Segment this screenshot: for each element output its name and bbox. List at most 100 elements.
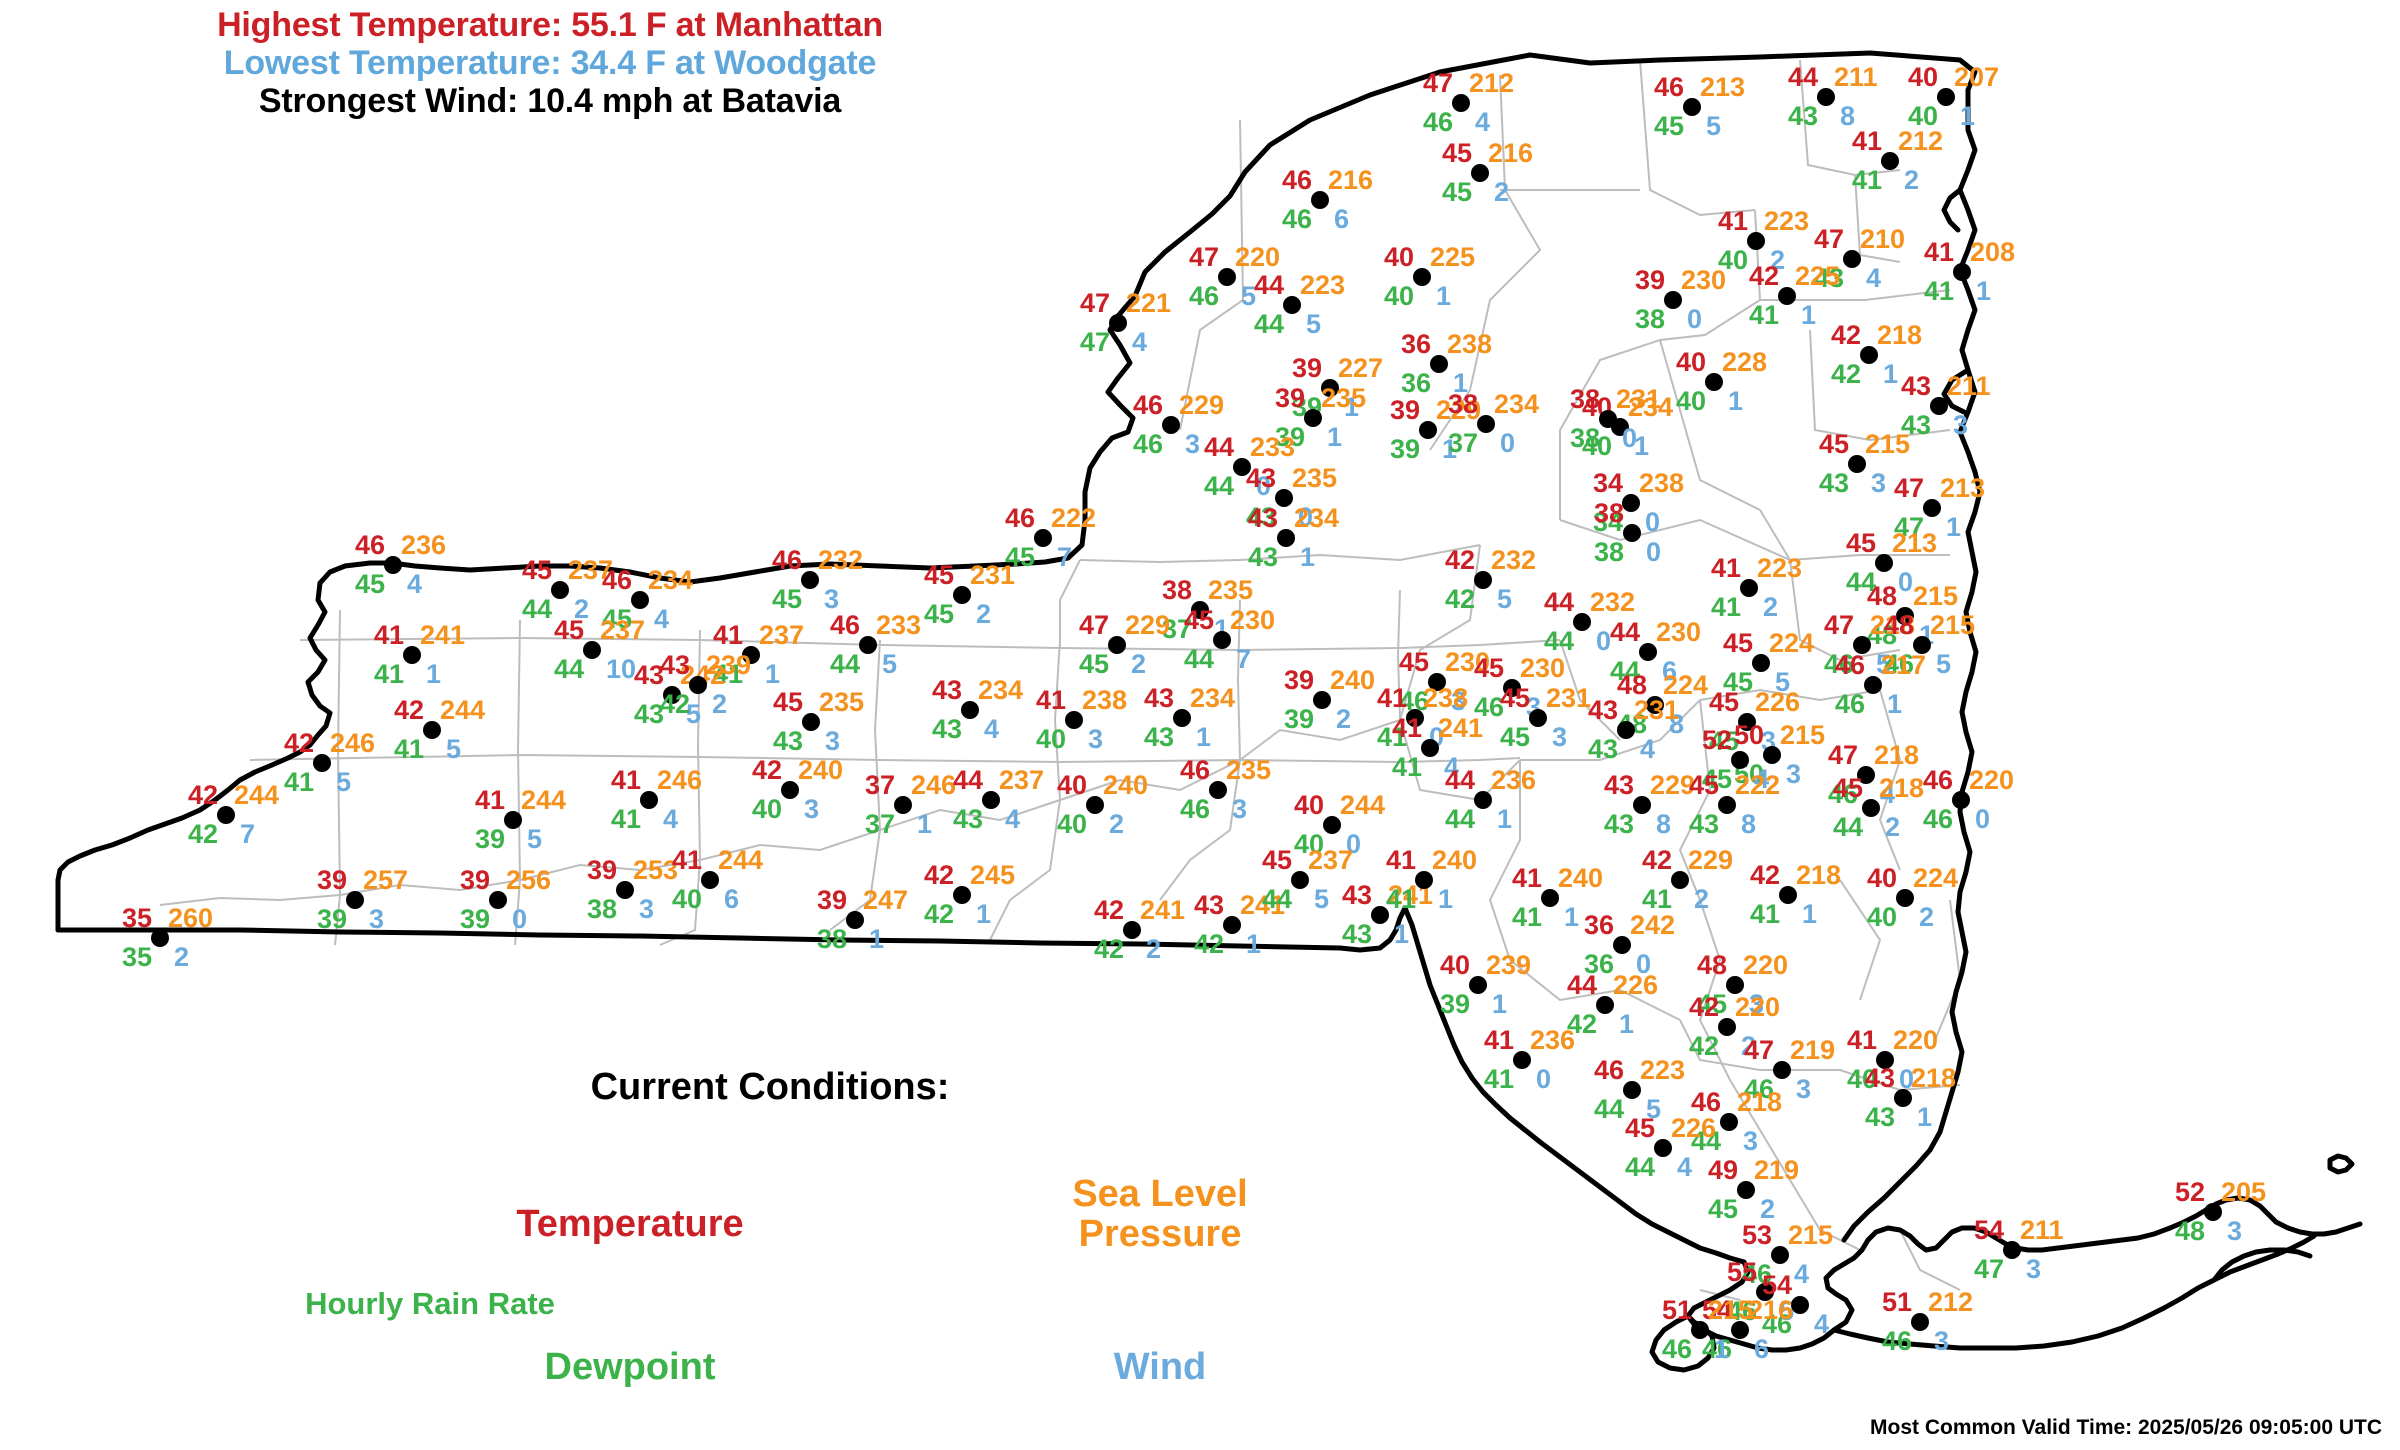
station-temperature: 41 — [671, 845, 702, 875]
station-dewpoint: 41 — [1641, 884, 1672, 914]
station-sea-level-pressure: 231 — [1546, 683, 1592, 713]
station-sea-level-pressure: 216 — [1328, 165, 1374, 195]
station-sea-level-pressure: 229 — [1650, 770, 1696, 800]
station-dewpoint: 38 — [1593, 537, 1624, 567]
station-dewpoint: 42 — [1566, 1009, 1597, 1039]
station-wind: 3 — [1796, 1074, 1812, 1104]
station-dot-icon — [953, 886, 971, 904]
station-temperature: 47 — [1893, 473, 1924, 503]
station-dot-icon — [1853, 636, 1871, 654]
station-dot-icon — [1613, 936, 1631, 954]
station-sea-level-pressure: 237 — [1308, 845, 1354, 875]
station-temperature: 36 — [1583, 910, 1614, 940]
station-wind: 2 — [1763, 592, 1779, 622]
lowest-temperature-line: Lowest Temperature: 34.4 F at Woodgate — [223, 44, 877, 83]
station-dot-icon — [1541, 889, 1559, 907]
station-wind: 1 — [869, 924, 885, 954]
station-dot-icon — [346, 891, 364, 909]
station-dewpoint: 45 — [1708, 726, 1739, 756]
station-sea-level-pressure: 260 — [168, 903, 214, 933]
station-dot-icon — [1923, 499, 1941, 517]
station-dewpoint: 40 — [1846, 1064, 1877, 1094]
station-dot-icon — [1477, 415, 1495, 433]
station-temperature: 45 — [1688, 770, 1719, 800]
station-dewpoint: 44 — [1593, 1094, 1624, 1124]
station-temperature: 45 — [772, 687, 803, 717]
station-sea-level-pressure: 212 — [1469, 68, 1515, 98]
station-wind: 10 — [606, 654, 637, 684]
station-wind: 4 — [663, 804, 679, 834]
station-wind: 0 — [1298, 502, 1314, 532]
station-sea-level-pressure: 232 — [818, 545, 864, 575]
station-dot-icon — [1705, 373, 1723, 391]
station-temperature: 45 — [1845, 528, 1876, 558]
station-wind: 5 — [1779, 1296, 1795, 1326]
station-temperature: 46 — [1690, 1087, 1721, 1117]
station-dewpoint: 44 — [1624, 1152, 1655, 1182]
station-dewpoint: 44 — [1543, 626, 1574, 656]
legend-slp-line1: Sea Level — [1072, 1173, 1248, 1215]
station-sea-level-pressure: 205 — [2221, 1177, 2267, 1207]
station-temperature: 45 — [1722, 628, 1753, 658]
station-sea-level-pressure: 213 — [1700, 72, 1746, 102]
station-dewpoint: 47 — [1079, 327, 1110, 357]
station-temperature: 36 — [1400, 329, 1431, 359]
station-dewpoint: 38 — [1634, 304, 1665, 334]
station-dot-icon — [1860, 346, 1878, 364]
station-temperature: 39 — [816, 885, 847, 915]
station-wind: 3 — [1934, 1326, 1950, 1356]
station-temperature: 42 — [1749, 860, 1780, 890]
station-sea-level-pressure: 235 — [1226, 755, 1272, 785]
station-temperature: 52 — [1701, 725, 1732, 755]
legend-wind: Wind — [1113, 1346, 1207, 1388]
station-dewpoint: 41 — [1376, 722, 1407, 752]
station-dot-icon — [1691, 1321, 1709, 1339]
station-wind: 5 — [882, 649, 898, 679]
station-temperature: 43 — [1143, 683, 1174, 713]
station-dot-icon — [1737, 1181, 1755, 1199]
station-temperature: 41 — [1846, 1025, 1877, 1055]
station-dot-icon — [1413, 268, 1431, 286]
station-wind: 1 — [1976, 276, 1992, 306]
station-temperature: 47 — [1079, 288, 1110, 318]
station-wind: 3 — [1232, 794, 1248, 824]
station-sea-level-pressure: 235 — [819, 687, 865, 717]
station-dot-icon — [489, 891, 507, 909]
station-dot-icon — [781, 781, 799, 799]
station-sea-level-pressure: 234 — [1294, 503, 1340, 533]
station-wind: 3 — [1871, 468, 1887, 498]
station-temperature: 48 — [1616, 670, 1647, 700]
station-dot-icon — [1671, 871, 1689, 889]
station-temperature: 41 — [1851, 126, 1882, 156]
station-sea-level-pressure: 244 — [1340, 790, 1386, 820]
station-temperature: 40 — [1293, 790, 1324, 820]
station-dewpoint: 39 — [316, 904, 347, 934]
station-temperature: 43 — [1587, 695, 1618, 725]
station-temperature: 43 — [1245, 463, 1276, 493]
station-sea-level-pressure: 236 — [401, 530, 447, 560]
station-dewpoint: 46 — [1922, 804, 1953, 834]
station-dot-icon — [1275, 489, 1293, 507]
station-sea-level-pressure: 247 — [863, 885, 909, 915]
station-dot-icon — [1573, 613, 1591, 631]
station-wind: 6 — [724, 884, 740, 914]
station-wind: 2 — [1694, 884, 1710, 914]
station-temperature: 43 — [1247, 503, 1278, 533]
station-sea-level-pressure: 235 — [1292, 463, 1338, 493]
station-wind: 1 — [1453, 368, 1469, 398]
station-wind: 2 — [174, 942, 190, 972]
station-temperature: 39 — [1389, 395, 1420, 425]
station-dewpoint: 45 — [601, 604, 632, 634]
station-temperature: 47 — [1188, 242, 1219, 272]
station-temperature: 44 — [1543, 587, 1574, 617]
station-wind: 2 — [1146, 934, 1162, 964]
station-sea-level-pressure: 241 — [1140, 895, 1186, 925]
station-wind: 8 — [1840, 101, 1856, 131]
station-dot-icon — [1738, 713, 1756, 731]
station-temperature: 41 — [1385, 845, 1416, 875]
station-wind: 3 — [639, 894, 655, 924]
station-dewpoint: 41 — [1748, 300, 1779, 330]
station-dewpoint: 46 — [1881, 1326, 1912, 1356]
station-dot-icon — [961, 701, 979, 719]
station-sea-level-pressure: 226 — [1613, 970, 1659, 1000]
